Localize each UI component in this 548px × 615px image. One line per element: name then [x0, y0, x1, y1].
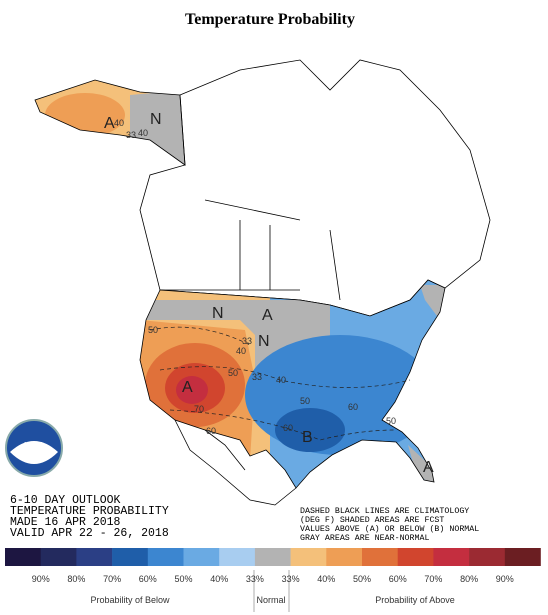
contour-label: 40 — [276, 375, 286, 385]
contour-label: 60 — [206, 426, 216, 436]
region-label: A — [104, 115, 115, 132]
contour-label: 40 — [138, 128, 148, 138]
legend-label: 80% — [460, 574, 478, 584]
contour-label: 50 — [228, 368, 238, 378]
legend-normal: Normal — [256, 595, 285, 605]
legend-swatch — [40, 548, 77, 566]
legend-label: 70% — [103, 574, 121, 584]
legend-label: 40% — [317, 574, 335, 584]
contour-label: 33 — [126, 130, 136, 140]
legend-label: 50% — [174, 574, 192, 584]
alaska-outline — [34, 79, 186, 166]
legend-swatch — [469, 548, 506, 566]
note-line: VALUES ABOVE (A) OR BELOW (B) NORMAL — [300, 524, 479, 534]
legend-above: Probability of Above — [375, 595, 455, 605]
legend-label: 40% — [210, 574, 228, 584]
info-block: 6-10 DAY OUTLOOK TEMPERATURE PROBABILITY… — [10, 494, 169, 540]
note-line: GRAY AREAS ARE NEAR-NORMAL — [300, 534, 429, 543]
province-borders — [160, 199, 341, 301]
info-line: 6-10 DAY OUTLOOK — [10, 494, 121, 507]
legend-label: 70% — [424, 574, 442, 584]
region-label: N — [150, 111, 162, 128]
legend-swatch — [362, 548, 398, 566]
svg-text:NOAA: NOAA — [24, 442, 44, 449]
legend-swatch — [76, 548, 113, 566]
info-line: VALID APR 22 - 26, 2018 — [10, 527, 169, 540]
noaa-logo: NOAA — [5, 419, 63, 477]
legend-swatch — [504, 548, 541, 566]
legend-swatch — [433, 548, 470, 566]
legend-label: 50% — [353, 574, 371, 584]
contour-label: 40 — [114, 118, 124, 128]
map: A N N A N A B A 40 33 40 50 33 40 50 70 … — [34, 59, 491, 506]
legend-label: 80% — [67, 574, 85, 584]
region-label: A — [423, 459, 434, 476]
legend-swatch — [254, 548, 291, 566]
legend-label: 90% — [496, 574, 514, 584]
contour-label: 40 — [236, 346, 246, 356]
legend: Probability of Below Normal Probability … — [5, 548, 541, 612]
mexico-outline — [174, 419, 297, 506]
info-line: TEMPERATURE PROBABILITY — [10, 505, 169, 518]
legend-swatch — [147, 548, 184, 566]
legend-label: 60% — [389, 574, 407, 584]
contour-label: 33 — [252, 372, 262, 382]
contour-label: 33 — [242, 336, 252, 346]
legend-swatch — [183, 548, 220, 566]
legend-swatch — [112, 548, 149, 566]
legend-swatch — [5, 548, 41, 566]
region-label: N — [258, 333, 270, 350]
contour-label: 50 — [148, 325, 158, 335]
climatology-lines — [149, 326, 411, 441]
region-label: A — [262, 307, 273, 324]
legend-label: 90% — [32, 574, 50, 584]
contour-label: 60 — [348, 402, 358, 412]
us-outline — [139, 279, 446, 489]
region-label: N — [212, 305, 224, 322]
us-fill — [140, 280, 445, 488]
legend-label: 33% — [246, 574, 264, 584]
canada-outline — [139, 59, 491, 317]
contour-label: 50 — [300, 396, 310, 406]
legend-swatch — [397, 548, 434, 566]
legend-swatch — [219, 548, 256, 566]
legend-swatch — [290, 548, 327, 566]
region-label: B — [302, 429, 313, 446]
info-line: MADE 16 APR 2018 — [10, 516, 121, 529]
contour-label: 60 — [283, 423, 293, 433]
note-block: DASHED BLACK LINES ARE CLIMATOLOGY (DEG … — [300, 507, 479, 543]
legend-label: 33% — [282, 574, 300, 584]
legend-label: 60% — [139, 574, 157, 584]
note-line: (DEG F) SHADED AREAS ARE FCST — [300, 515, 444, 525]
legend-below: Probability of Below — [90, 595, 170, 605]
contour-label: 50 — [386, 416, 396, 426]
legend-swatch — [326, 548, 363, 566]
region-label: A — [182, 379, 193, 396]
note-line: DASHED BLACK LINES ARE CLIMATOLOGY — [300, 507, 469, 516]
contour-label: 70 — [194, 404, 204, 414]
title: Temperature Probability — [185, 11, 355, 28]
